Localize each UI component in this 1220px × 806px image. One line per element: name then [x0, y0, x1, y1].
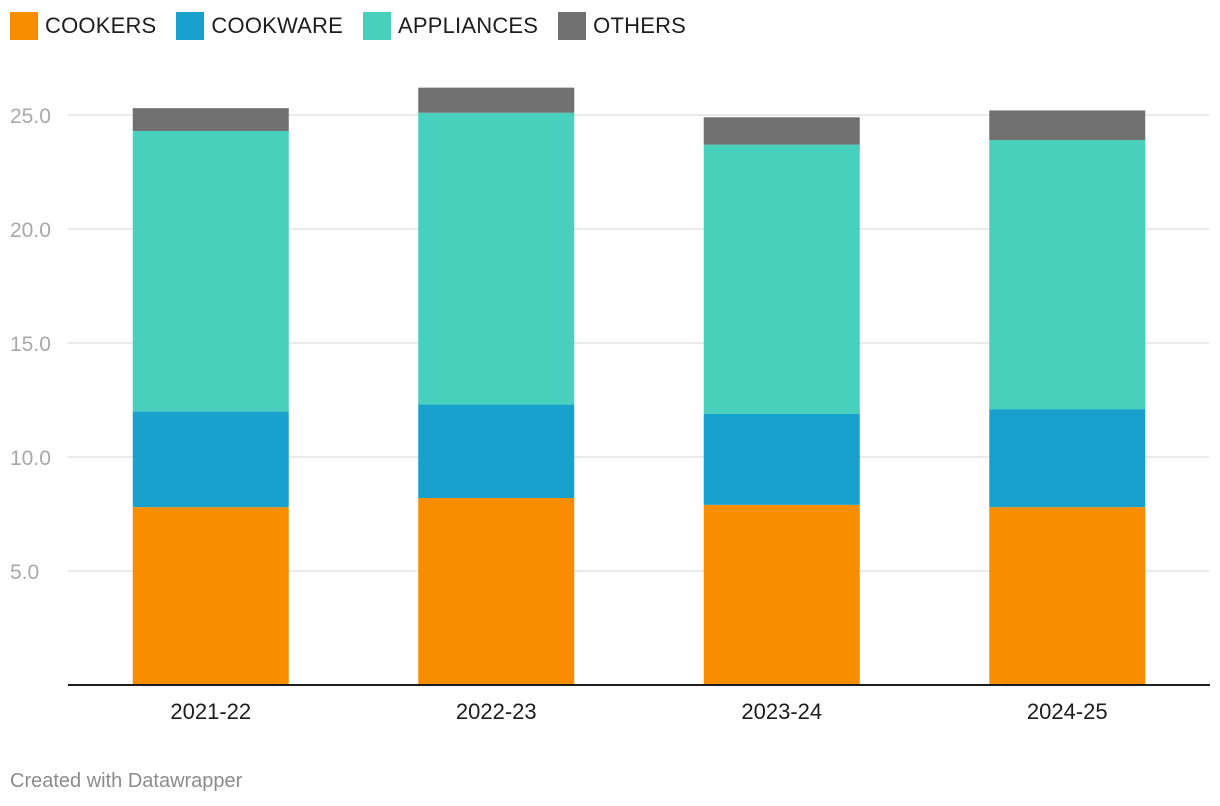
- x-tick-label-2024-25: 2024-25: [1027, 699, 1108, 724]
- legend-item-appliances: APPLIANCES: [363, 12, 538, 40]
- legend-label-cookware: COOKWARE: [211, 13, 343, 38]
- bar-segment-others-2024-25: [989, 110, 1146, 141]
- bar-segment-cookware-2023-24: [703, 413, 860, 505]
- legend: COOKERS COOKWARE APPLIANCES OTHERS: [10, 12, 706, 40]
- legend-swatch-others: [558, 12, 587, 40]
- bar-segment-appliances-2021-22: [132, 130, 289, 412]
- bar-segment-cookers-2023-24: [703, 504, 860, 685]
- legend-swatch-cookware: [176, 12, 205, 40]
- bar-segment-others-2022-23: [418, 87, 575, 113]
- legend-label-others: OTHERS: [593, 13, 687, 38]
- bar-segment-appliances-2023-24: [703, 144, 860, 414]
- y-tick-label-2: 15.0: [10, 333, 51, 356]
- legend-label-cookers: COOKERS: [45, 13, 157, 38]
- bar-segment-cookware-2024-25: [989, 409, 1146, 508]
- legend-label-appliances: APPLIANCES: [398, 13, 539, 38]
- bar-segment-cookers-2021-22: [132, 507, 289, 685]
- bar-segment-appliances-2024-25: [989, 140, 1146, 410]
- y-tick-label-3: 20.0: [10, 219, 51, 242]
- bar-segment-cookers-2022-23: [418, 498, 575, 685]
- y-tick-label-4: 25.0: [10, 105, 51, 128]
- stacked-bar-chart: 5.0 10.0 15.0 20.0 25.0 2021-22 2022-23 2023-24…: [10, 87, 1210, 724]
- legend-swatch-appliances: [363, 12, 391, 40]
- bar-segment-appliances-2022-23: [418, 112, 575, 405]
- bar-segment-others-2021-22: [132, 108, 289, 131]
- x-tick-label-2021-22: 2021-22: [170, 699, 251, 724]
- y-tick-label-1: 10.0: [10, 447, 51, 470]
- x-tick-label-2022-23: 2022-23: [456, 699, 537, 724]
- legend-item-cookers: COOKERS: [10, 12, 156, 40]
- legend-item-others: OTHERS: [558, 12, 686, 40]
- legend-swatch-cookers: [10, 12, 38, 40]
- bar-segment-cookers-2024-25: [989, 507, 1146, 685]
- legend-item-cookware: COOKWARE: [176, 12, 343, 40]
- credit-text: Created with Datawrapper: [10, 770, 243, 792]
- y-tick-label-0: 5.0: [10, 561, 39, 584]
- bar-segment-cookware-2021-22: [132, 411, 289, 508]
- bar-segment-others-2023-24: [703, 117, 860, 145]
- x-tick-label-2023-24: 2023-24: [741, 699, 822, 724]
- bar-segment-cookware-2022-23: [418, 404, 575, 499]
